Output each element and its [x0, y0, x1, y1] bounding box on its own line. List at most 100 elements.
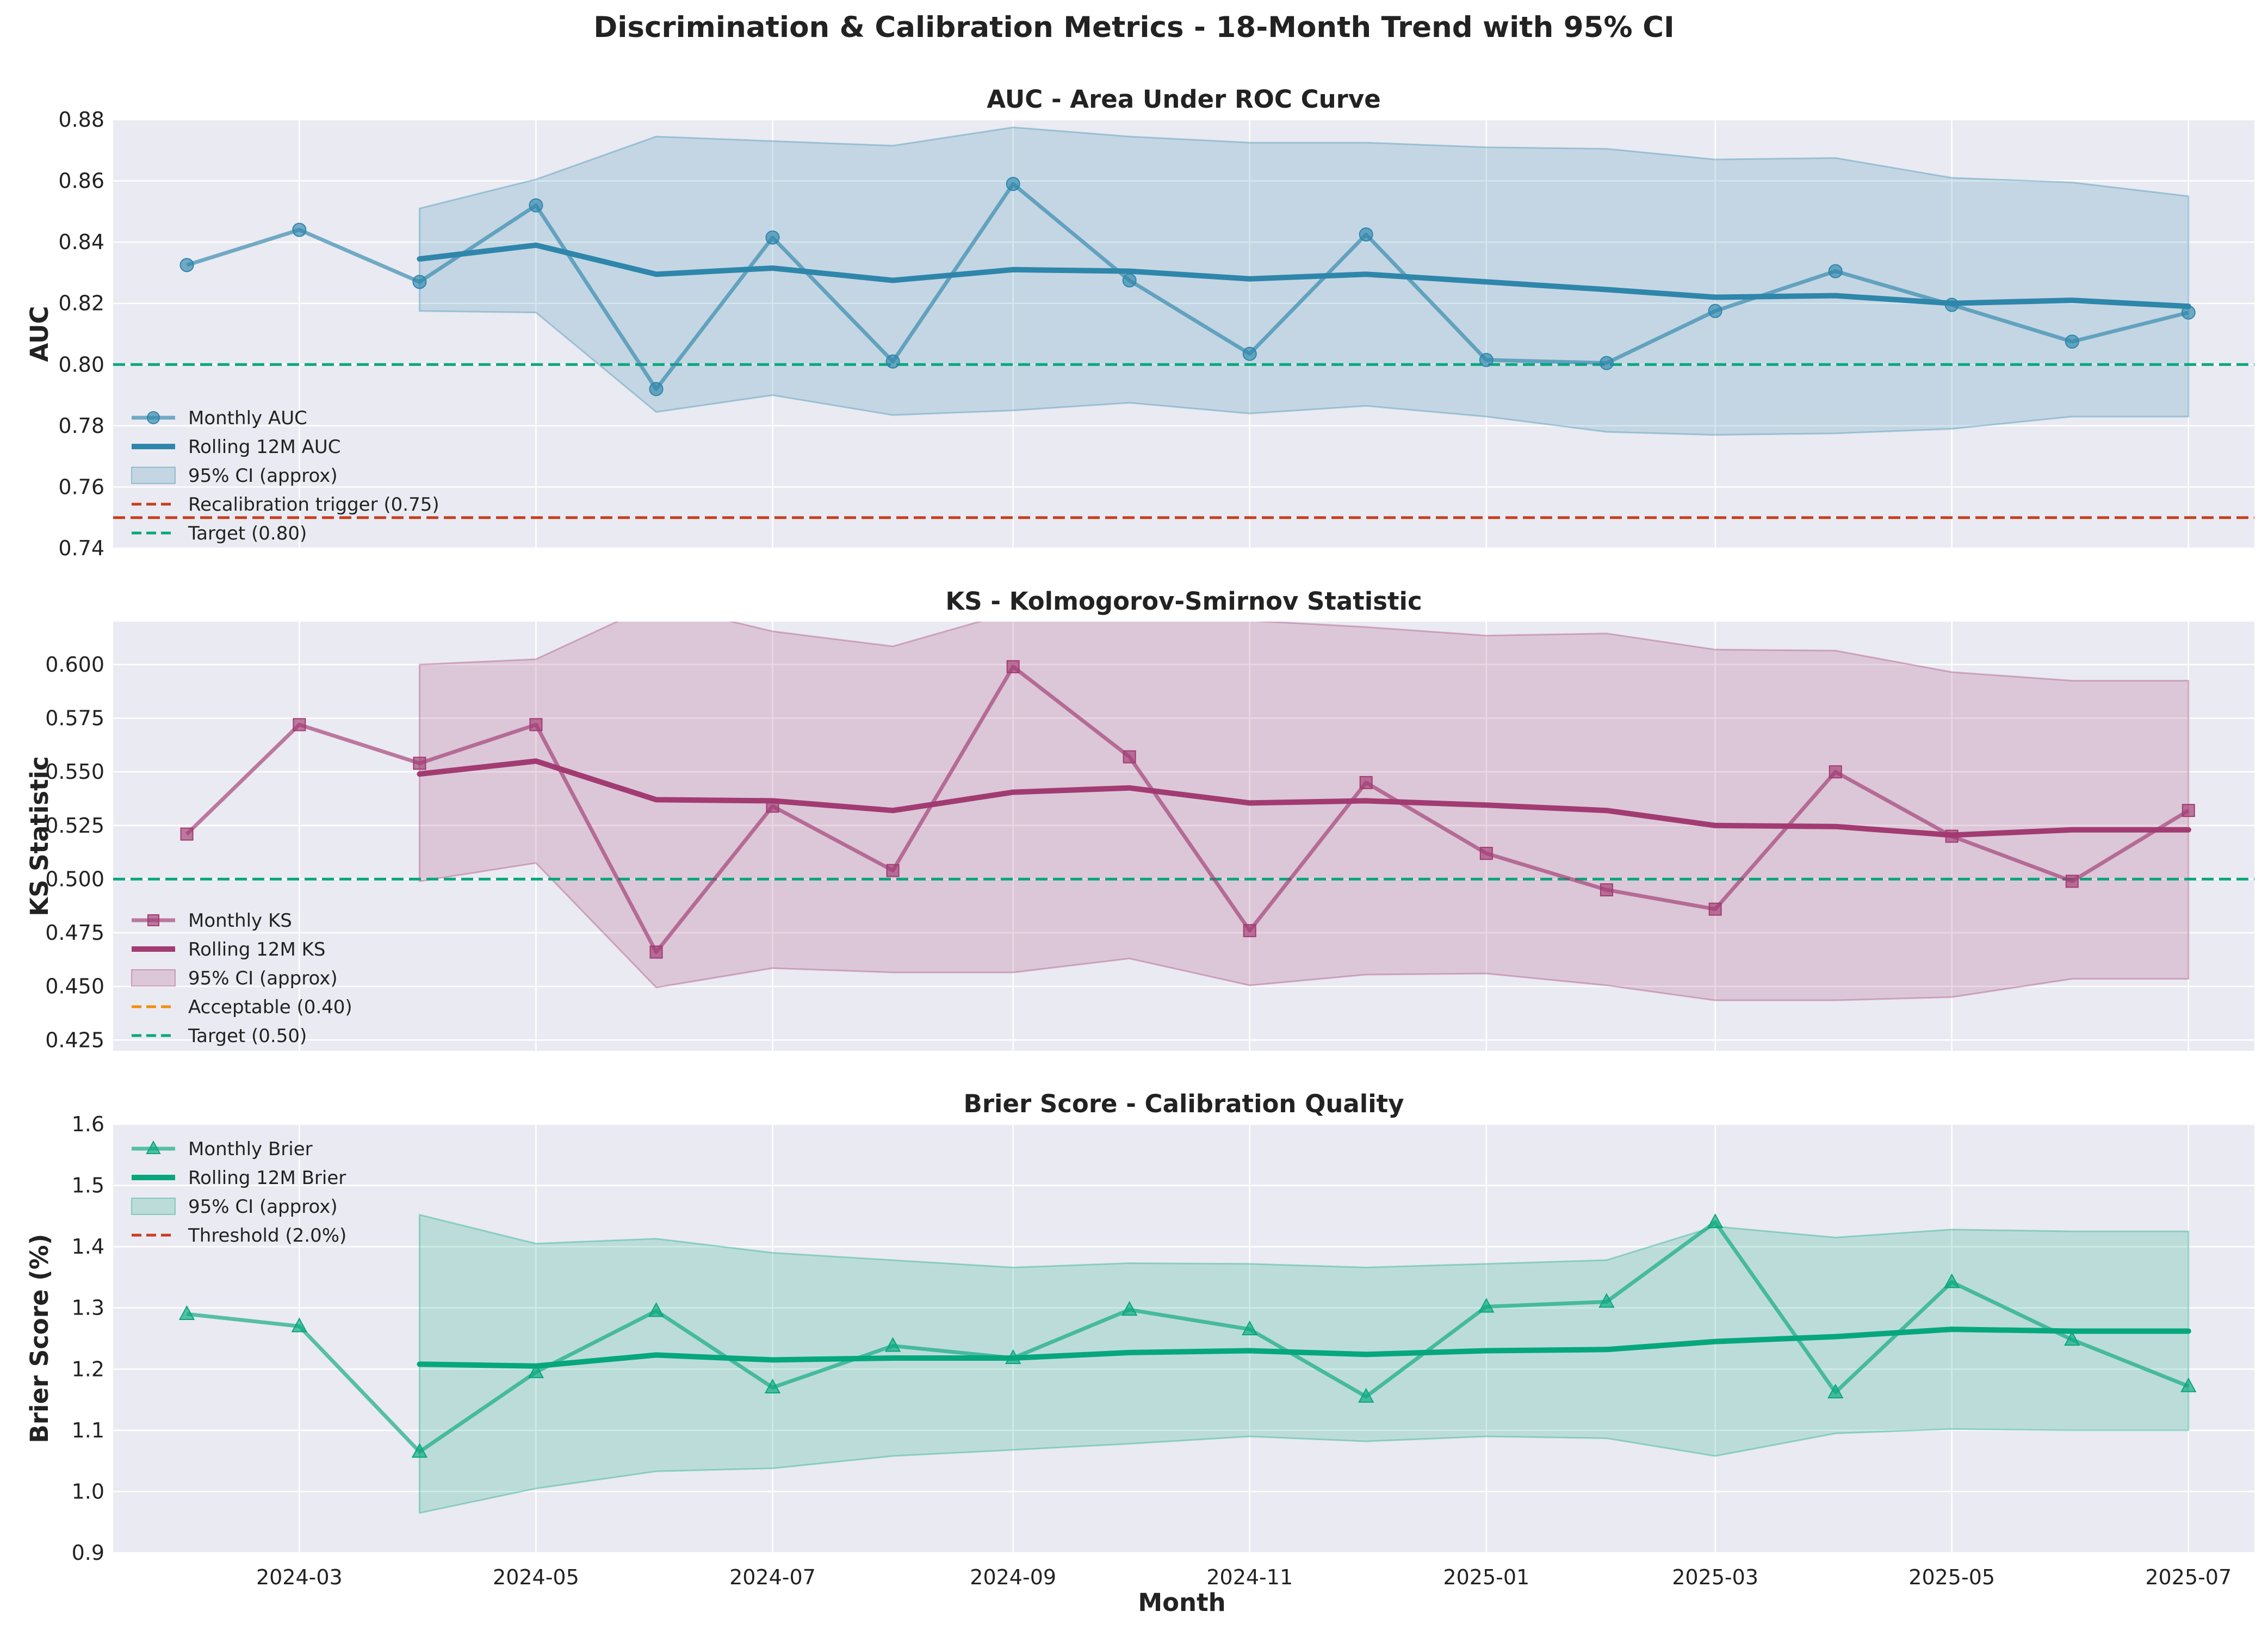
ks-monthly-point [1829, 765, 1842, 779]
ks-monthly-point [1479, 847, 1493, 860]
ks-panel: 0.425 0.450 0.475 0.500 0.525 0.550 0.575 0.600… [25, 587, 2254, 1052]
auc-monthly-point [412, 275, 427, 289]
auc-monthly-point [1006, 177, 1020, 191]
ks-ytick-label: 0.475 [45, 921, 104, 945]
brier-plot-area [113, 1124, 2254, 1553]
brier-legend-label: Threshold (2.0%) [188, 1225, 346, 1247]
brier-xtick-label: 2025-07 [2145, 1565, 2232, 1589]
ks-monthly-line [185, 665, 2190, 954]
ks-legend-monthly-marker [147, 914, 159, 926]
auc-monthly-point [1944, 298, 1959, 312]
brier-legend-label: Monthly Brier [188, 1138, 313, 1160]
brier-panel-title: Brier Score - Calibration Quality [964, 1089, 1404, 1118]
brier-legend-monthly-marker [146, 1140, 161, 1154]
brier-ytick-label: 1.5 [72, 1174, 104, 1198]
auc-monthly-point [1359, 227, 1373, 242]
ks-rolling-line [417, 758, 2191, 838]
auc-plot-area [113, 120, 2254, 548]
auc-monthly-point [292, 222, 307, 237]
auc-monthly-point [1708, 303, 1722, 318]
brier-ytick-label: 1.4 [72, 1235, 104, 1259]
figure-title: Discrimination & Calibration Metrics - 1… [593, 11, 1674, 44]
ks-y-axis-label: KS Statistic [25, 756, 54, 916]
ks-legend-label: 95% CI (approx) [188, 968, 338, 989]
auc-monthly-point [2181, 305, 2196, 320]
brier-monthly-point [1121, 1300, 1138, 1316]
auc-ci-band [418, 126, 2190, 436]
auc-panel-title: AUC - Area Under ROC Curve [987, 85, 1380, 114]
brier-xtick-label: 2024-07 [729, 1565, 816, 1589]
ks-ytick-label: 0.575 [45, 706, 104, 730]
brier-ci-band [418, 1213, 2190, 1514]
brier-legend-ci-swatch [131, 1198, 176, 1215]
brier-xtick-label: 2024-05 [493, 1565, 579, 1589]
ks-monthly-point [1123, 750, 1136, 764]
ks-monthly-point [180, 827, 194, 841]
brier-monthly-point [1598, 1293, 1615, 1308]
brier-ytick-label: 1.3 [72, 1296, 104, 1320]
auc-panel: 0.74 0.76 0.78 0.80 0.82 0.84 0.86 0.88 AUC - Ar… [25, 85, 2254, 560]
auc-y-axis-label: AUC [25, 306, 54, 362]
auc-ytick-label: 0.80 [58, 352, 104, 376]
ks-monthly-point [766, 799, 779, 813]
ks-ytick-label: 0.425 [45, 1028, 104, 1052]
brier-monthly-point [1242, 1321, 1258, 1336]
brier-ytick-label: 1.2 [72, 1357, 104, 1381]
auc-monthly-point [885, 354, 900, 369]
auc-legend-label: Rolling 12M AUC [188, 436, 340, 458]
auc-monthly-point [179, 258, 194, 272]
brier-monthly-point [1478, 1298, 1495, 1313]
brier-monthly-point [2180, 1377, 2197, 1392]
ks-ci-band [418, 622, 2190, 1001]
auc-monthly-point [1479, 352, 1494, 367]
brier-monthly-point [1358, 1387, 1374, 1403]
brier-ytick-label: 0.9 [72, 1541, 104, 1565]
brier-xtick-label: 2025-01 [1443, 1565, 1529, 1589]
brier-ytick-label: 1.6 [72, 1112, 104, 1136]
ks-monthly-point [413, 757, 426, 770]
brier-monthly-point [1944, 1273, 1960, 1288]
brier-plot-layer [178, 1213, 2197, 1514]
auc-legend-label: 95% CI (approx) [188, 465, 338, 487]
ks-legend-label: Rolling 12M KS [188, 939, 325, 960]
brier-monthly-point [764, 1378, 781, 1394]
brier-legend-label: Rolling 12M Brier [188, 1167, 346, 1189]
auc-monthly-line [186, 182, 2189, 391]
ks-ytick-label: 0.600 [45, 653, 104, 677]
brier-ytick-label: 1.0 [72, 1479, 104, 1503]
ks-ytick-label: 0.525 [45, 814, 104, 838]
auc-monthly-point [2065, 334, 2079, 349]
brier-monthly-line [187, 1220, 2190, 1454]
brier-monthly-point [2064, 1331, 2080, 1346]
auc-ytick-label: 0.86 [58, 169, 104, 193]
auc-monthly-point [1599, 356, 1614, 370]
auc-legend-label: Monthly AUC [188, 407, 307, 429]
ks-monthly-point [1243, 924, 1256, 938]
brier-xtick-label: 2024-03 [256, 1565, 343, 1589]
brier-monthly-point [411, 1443, 428, 1458]
ks-monthly-point [1600, 883, 1613, 897]
ks-legend-ci-swatch [131, 969, 176, 987]
brier-y-axis-label: Brier Score (%) [25, 1234, 54, 1443]
ks-monthly-point [1359, 776, 1373, 789]
ks-legend-label: Target (0.50) [188, 1025, 307, 1047]
auc-ytick-label: 0.78 [58, 414, 104, 438]
auc-ytick-label: 0.84 [58, 230, 104, 254]
brier-panel: 0.9 1.0 1.1 1.2 1.3 1.4 1.5 1.6 2024-03 2024-05 20… [25, 1089, 2254, 1589]
ks-monthly-point [1945, 829, 1959, 843]
auc-monthly-point [529, 198, 543, 213]
ks-monthly-point [293, 718, 306, 732]
brier-xtick-label: 2024-11 [1206, 1565, 1293, 1589]
auc-ytick-label: 0.76 [58, 475, 104, 499]
brier-xtick-label: 2025-05 [1908, 1565, 1995, 1589]
brier-monthly-point [1827, 1383, 1844, 1399]
brier-monthly-point [178, 1305, 195, 1320]
brier-monthly-point [291, 1317, 308, 1332]
brier-monthly-point [648, 1302, 665, 1317]
auc-monthly-point [1242, 346, 1257, 361]
auc-monthly-point [765, 230, 780, 245]
ks-ytick-label: 0.550 [45, 760, 104, 784]
auc-monthly-point [649, 382, 664, 396]
brier-monthly-point [1005, 1349, 1021, 1365]
